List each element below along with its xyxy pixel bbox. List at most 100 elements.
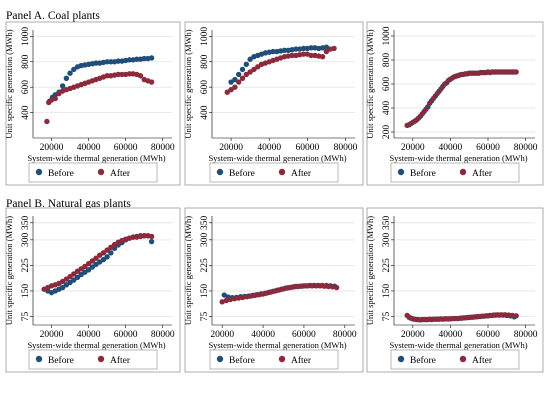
- data-point: [329, 284, 336, 290]
- data-point: [509, 69, 516, 75]
- data-point: [44, 118, 50, 125]
- data-point: [308, 52, 314, 59]
- data-point: [331, 45, 337, 52]
- data-point: [247, 56, 253, 62]
- data-point: [228, 87, 234, 93]
- data-point: [93, 60, 99, 66]
- y-tick-label: 600: [382, 77, 392, 92]
- y-axis-label: Unit specific generation (MWh): [183, 29, 193, 138]
- x-tick-label: 80000: [514, 330, 538, 340]
- data-point: [494, 69, 501, 75]
- data-point: [232, 84, 238, 90]
- data-point: [427, 100, 433, 106]
- panel-title-coal: Panel A. Coal plants: [6, 10, 100, 22]
- data-point: [325, 283, 332, 290]
- legend-label-before: Before: [229, 355, 255, 366]
- data-point: [148, 55, 155, 61]
- data-point: [148, 233, 155, 240]
- data-point: [438, 316, 444, 322]
- x-tick-label: 20000: [210, 330, 234, 340]
- data-point: [483, 69, 489, 76]
- x-tick-label: 20000: [40, 143, 64, 153]
- y-axis-label: Unit specific generation (MWh): [183, 216, 193, 325]
- data-point: [490, 69, 497, 75]
- y-tick-label: 225: [21, 258, 31, 273]
- y-tick-label: 75: [200, 311, 210, 321]
- series-after: [224, 45, 337, 95]
- data-point: [235, 295, 242, 301]
- data-point: [289, 52, 295, 59]
- y-tick-label: 1000: [200, 27, 210, 46]
- data-point: [479, 69, 486, 76]
- data-point: [268, 289, 274, 295]
- y-tick-label: 350: [382, 215, 392, 230]
- legend-label-before: Before: [48, 355, 74, 366]
- x-axis-label: System-wide thermal generation (MWh): [27, 153, 165, 163]
- legend-box: [209, 349, 339, 370]
- data-point: [272, 288, 279, 294]
- data-point: [227, 296, 234, 303]
- data-point: [513, 313, 519, 319]
- data-point: [74, 274, 81, 281]
- legend-label-after: After: [291, 355, 312, 366]
- data-point: [232, 76, 238, 83]
- x-tick-label: 60000: [295, 143, 319, 153]
- y-tick-label: 400: [382, 101, 392, 116]
- legend-marker-after: [97, 355, 105, 363]
- data-point: [223, 297, 229, 304]
- legend-marker-before: [35, 355, 43, 363]
- x-tick-label: 80000: [333, 330, 357, 340]
- data-point: [108, 59, 114, 65]
- y-tick-label: 150: [200, 284, 210, 299]
- data-point: [89, 258, 96, 264]
- data-point: [317, 283, 323, 289]
- data-point: [309, 283, 315, 289]
- y-tick-label: 150: [21, 284, 31, 299]
- data-point: [472, 70, 478, 76]
- data-point: [252, 292, 258, 299]
- data-point: [419, 111, 425, 117]
- data-point: [415, 316, 422, 323]
- plot-area: [33, 30, 172, 138]
- data-point: [288, 284, 295, 290]
- data-point: [281, 47, 288, 54]
- series-after: [219, 283, 340, 305]
- data-point: [141, 55, 147, 62]
- y-tick-label: 600: [200, 80, 210, 95]
- legend-box: [28, 162, 158, 183]
- data-point: [59, 83, 66, 89]
- data-point: [52, 95, 58, 102]
- data-point: [126, 57, 133, 63]
- data-point: [256, 291, 262, 298]
- y-tick-label: 1000: [21, 27, 31, 46]
- y-axis-label: Unit specific generation (MWh): [365, 29, 375, 138]
- series-before: [228, 44, 330, 85]
- y-tick-label: 150: [382, 284, 392, 299]
- series-after: [44, 71, 155, 125]
- data-point: [104, 247, 110, 253]
- data-point: [137, 73, 144, 79]
- x-tick-label: 40000: [257, 143, 281, 153]
- data-point: [82, 263, 88, 270]
- data-point: [108, 244, 114, 251]
- y-axis-label: Unit specific generation (MWh): [4, 29, 14, 138]
- legend-box: [390, 162, 520, 183]
- data-point: [221, 292, 227, 298]
- data-point: [255, 64, 261, 70]
- legend-marker-after: [459, 168, 467, 176]
- data-point: [313, 283, 319, 289]
- data-point: [89, 264, 96, 270]
- data-point: [430, 316, 437, 322]
- x-tick-label: 20000: [40, 330, 64, 340]
- x-axis-label: System-wide thermal generation (MWh): [389, 340, 527, 350]
- data-point: [502, 69, 508, 75]
- data-point: [264, 290, 270, 296]
- x-tick-label: 60000: [476, 330, 500, 340]
- data-point: [93, 255, 99, 261]
- y-tick-label: 350: [21, 215, 31, 230]
- x-tick-label: 20000: [401, 330, 425, 340]
- y-tick-label: 600: [21, 80, 31, 95]
- data-point: [270, 48, 276, 55]
- x-axis-label: System-wide thermal generation (MWh): [208, 340, 346, 350]
